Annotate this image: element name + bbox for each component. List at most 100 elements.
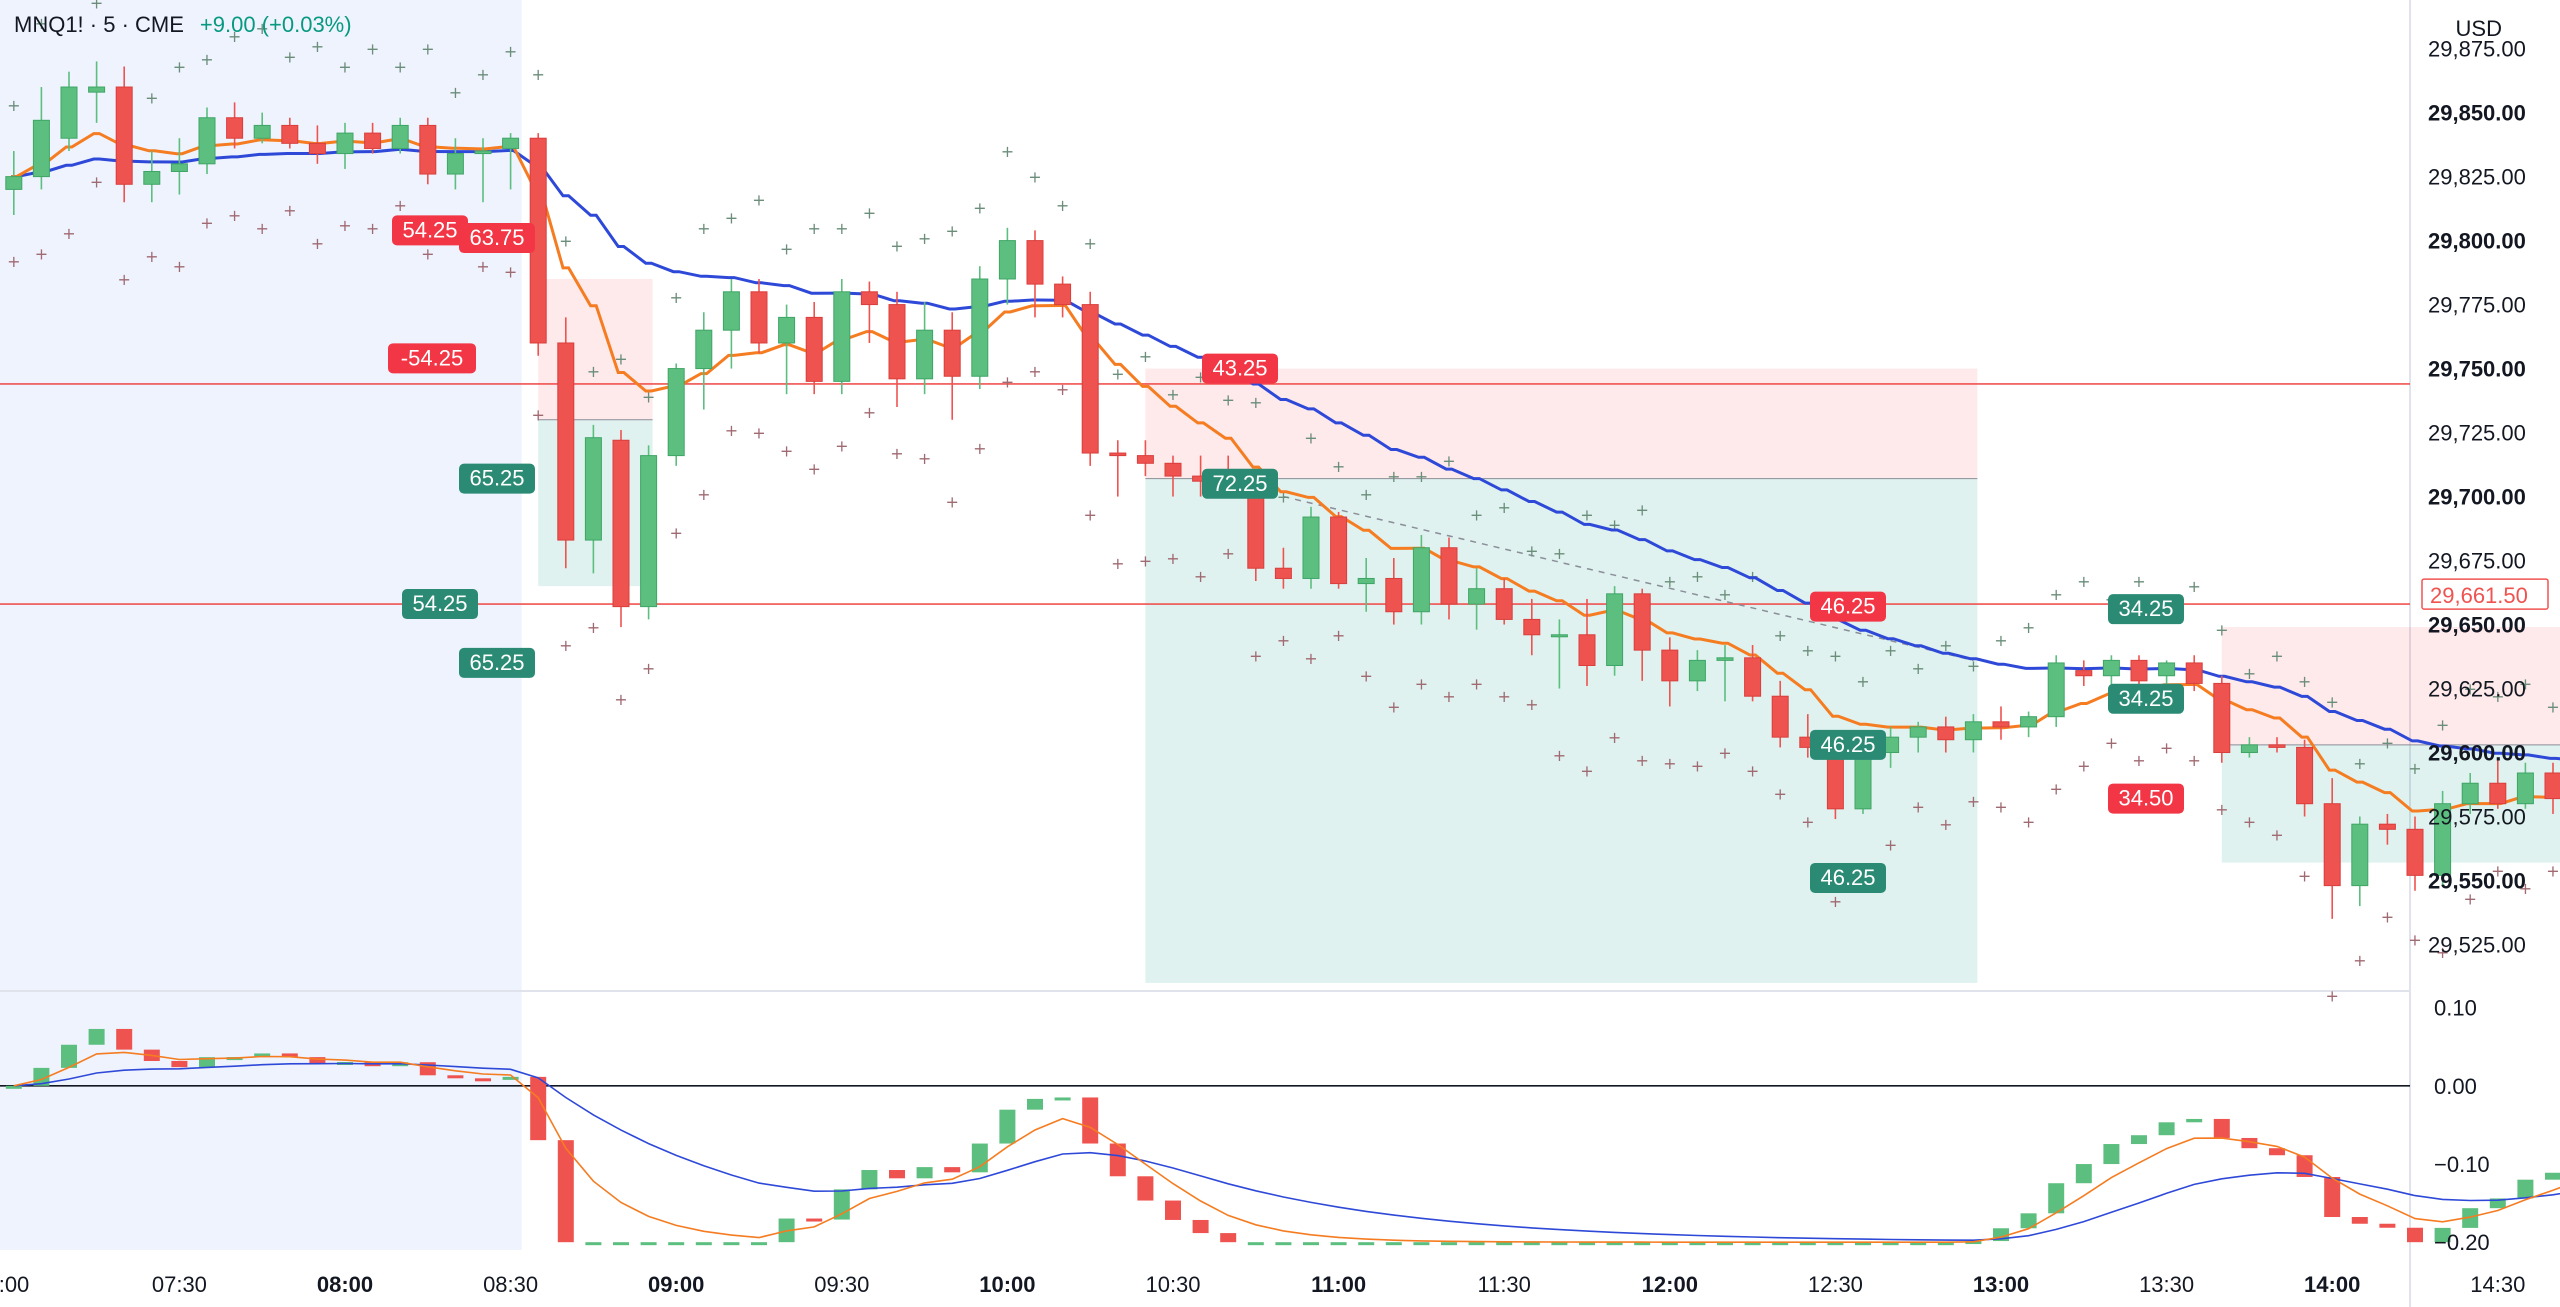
band-marker-lower: + xyxy=(2298,866,2311,885)
candle-body xyxy=(2130,659,2148,682)
pnl-tag: -54.25 xyxy=(388,343,476,374)
pnl-tag-text: 72.25 xyxy=(1212,471,1267,496)
osc-bar xyxy=(2462,1208,2479,1228)
band-marker-lower: + xyxy=(366,219,379,238)
candle-body xyxy=(226,117,244,139)
time-tick-label: 10:30 xyxy=(1145,1272,1200,1297)
band-marker-upper: + xyxy=(449,83,462,102)
pnl-tag: 43.25 xyxy=(1202,353,1278,384)
band-marker-lower: + xyxy=(2132,751,2145,770)
candle-body xyxy=(1716,657,1734,661)
band-marker-upper: + xyxy=(2408,759,2421,778)
band-marker-upper: + xyxy=(1829,646,1842,665)
band-marker-lower: + xyxy=(1194,567,1207,586)
band-marker-upper: + xyxy=(145,88,158,107)
osc-bar xyxy=(1441,1242,1457,1246)
band-marker-upper: + xyxy=(1083,234,1096,253)
band-marker-lower: + xyxy=(1415,674,1428,693)
pnl-tag: 46.25 xyxy=(1810,862,1886,893)
band-marker-lower: + xyxy=(1746,761,1759,780)
band-marker-lower: + xyxy=(1056,380,1069,399)
pnl-tag-bg xyxy=(1202,353,1278,384)
candle-body xyxy=(1136,455,1154,464)
candle-body xyxy=(1606,593,1624,666)
time-tick-label: 14:30 xyxy=(2470,1272,2525,1297)
osc-bar xyxy=(447,1075,464,1079)
band-marker-upper: + xyxy=(283,47,296,66)
currency-label[interactable]: USD xyxy=(2455,16,2502,41)
band-marker-lower: + xyxy=(476,257,489,276)
candle-body xyxy=(1550,634,1568,638)
band-marker-upper: + xyxy=(725,209,738,228)
indicator-tick-label: 0.10 xyxy=(2434,996,2477,1021)
candle-body xyxy=(1771,695,1789,738)
candle-body xyxy=(557,342,575,541)
pnl-tag-bg xyxy=(1810,862,1886,893)
osc-bar xyxy=(695,1242,712,1246)
band-marker-upper: + xyxy=(1911,659,1924,678)
osc-bar xyxy=(889,1170,905,1179)
band-marker-upper: + xyxy=(228,27,241,46)
candle-body xyxy=(32,119,50,178)
candle-body xyxy=(584,437,602,541)
band-marker-upper: + xyxy=(1470,505,1483,524)
osc-bar xyxy=(1634,1242,1651,1246)
band-marker-upper: + xyxy=(338,58,351,77)
band-marker-upper: + xyxy=(2353,754,2366,773)
band-marker-upper: + xyxy=(1773,626,1786,645)
candle-body xyxy=(2323,803,2341,887)
band-marker-lower: + xyxy=(973,439,986,458)
band-marker-upper: + xyxy=(2491,687,2504,706)
candle-body xyxy=(2489,782,2507,805)
candle-body xyxy=(2213,682,2231,754)
band-marker-upper: + xyxy=(2519,674,2532,693)
time-tick-label: 08:00 xyxy=(317,1272,373,1297)
osc-bar xyxy=(2075,1164,2092,1184)
band-marker-lower: + xyxy=(90,173,103,192)
pnl-tag-bg xyxy=(388,343,476,374)
candle-body xyxy=(916,329,934,380)
osc-bar xyxy=(2407,1227,2423,1243)
symbol-header[interactable]: MNQ1! · 5 · CME +9.00 (+0.03%) xyxy=(14,12,352,38)
time-tick-label: 11:00 xyxy=(1311,1272,1366,1297)
band-marker-lower: + xyxy=(2463,889,2476,908)
band-marker-lower: + xyxy=(2436,943,2449,962)
candle-body xyxy=(502,137,520,149)
band-marker-lower: + xyxy=(2270,825,2283,844)
band-marker-upper: + xyxy=(1387,467,1400,486)
osc-bar xyxy=(1772,1242,1789,1246)
osc-bar xyxy=(1220,1233,1237,1243)
band-marker-lower: + xyxy=(35,244,48,263)
band-marker-upper: + xyxy=(1994,631,2007,650)
band-marker-upper: + xyxy=(2436,715,2449,734)
band-marker-lower: + xyxy=(2325,987,2338,1006)
pnl-tag: 34.25 xyxy=(2108,683,2184,714)
pnl-tag-text: 34.25 xyxy=(2118,596,2173,621)
band-marker-upper: + xyxy=(1580,505,1593,524)
band-marker-lower: + xyxy=(2160,738,2173,757)
band-marker-upper: + xyxy=(1801,641,1814,660)
time-tick-label: 08:30 xyxy=(483,1272,538,1297)
band-marker-upper: + xyxy=(255,19,268,38)
symbol-label[interactable]: MNQ1! · 5 · CME xyxy=(14,12,184,37)
price-tick-label: 29,875.00 xyxy=(2428,37,2526,62)
band-marker-lower: + xyxy=(228,206,241,225)
osc-bar xyxy=(1827,1242,1844,1246)
pnl-tag-bg xyxy=(2108,594,2184,625)
candle-body xyxy=(805,316,823,382)
candle-body xyxy=(474,150,492,155)
band-marker-lower: + xyxy=(918,449,931,468)
osc-bar xyxy=(1468,1242,1485,1246)
pnl-tag-text: 43.25 xyxy=(1212,356,1267,381)
candle-body xyxy=(143,170,161,185)
price-tick-label: 29,650.00 xyxy=(2428,613,2526,638)
candle-body xyxy=(1302,516,1320,579)
pnl-tag-text: 34.50 xyxy=(2118,786,2173,811)
candle-body xyxy=(1937,726,1955,741)
band-marker-upper: + xyxy=(2298,672,2311,691)
osc-bar xyxy=(2269,1148,2285,1156)
band-marker-lower: + xyxy=(1083,505,1096,524)
band-marker-lower: + xyxy=(1884,836,1897,855)
indicator-tick-label: 0.00 xyxy=(2434,1074,2477,1099)
